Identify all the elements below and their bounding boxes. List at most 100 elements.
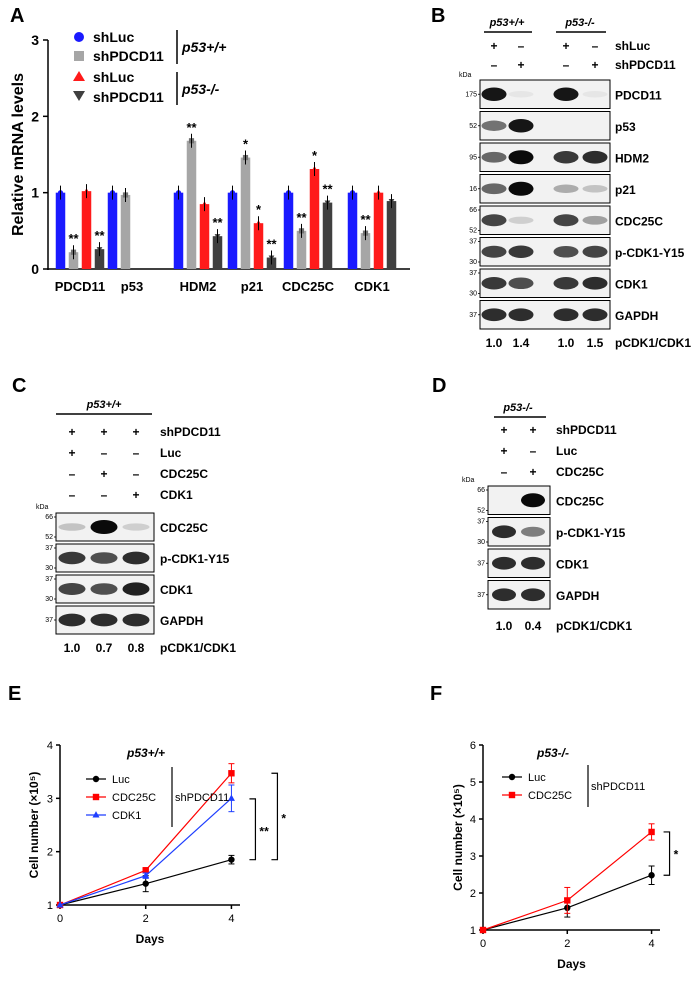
bar [296, 230, 307, 269]
kda-marker: 37 [45, 545, 53, 552]
blot-band [582, 308, 608, 322]
blot-row-label: p-CDK1-Y15 [556, 526, 626, 540]
kda-marker: 37 [45, 576, 53, 583]
blot-row-label: PDCD11 [615, 88, 662, 102]
kda-marker: 37 [477, 592, 485, 599]
data-point [228, 856, 235, 863]
legend-group-p53ko: p53-/- [181, 81, 220, 97]
condition-sign: – [133, 467, 140, 481]
kda-marker: 30 [45, 596, 53, 603]
blot-band [481, 87, 507, 102]
kda-marker: 30 [469, 291, 477, 298]
kda-marker: 37 [477, 560, 485, 567]
bar [186, 140, 197, 269]
significance-mark: * [256, 202, 262, 217]
condition-sign: + [68, 446, 75, 460]
significance-mark: * [281, 811, 286, 825]
blot-band [521, 556, 545, 570]
significance-mark: ** [360, 212, 371, 227]
legend-marker [92, 793, 100, 801]
legend-marker-shluc-p53wt [74, 32, 84, 42]
y-tick-label: 2 [47, 847, 53, 859]
kda-marker: 95 [469, 154, 477, 161]
panel-c-western-blot: p53+/+ + + + shPDCD11 + – – Luc – + – CDC25C – – + CDK1 k… [36, 399, 236, 655]
panel-a-legend: shLuc shPDCD11 shLuc shPDCD11 p53+/+ p53… [73, 29, 226, 105]
blot-band [553, 277, 579, 290]
data-point [142, 880, 149, 887]
blot-band [582, 245, 608, 258]
kda-marker: 30 [477, 539, 485, 546]
condition-sign: – [133, 446, 140, 460]
blot-band [582, 150, 608, 164]
legend-label: Luc [112, 774, 130, 786]
significance-mark: ** [266, 237, 277, 252]
legend-label: CDC25C [112, 792, 156, 804]
condition-sign: – [592, 39, 599, 53]
blot-band [582, 184, 608, 193]
bar [360, 233, 371, 269]
legend-group-label: shPDCD11 [175, 792, 229, 804]
condition-sign: + [529, 423, 536, 437]
kda-label: kDa [459, 72, 472, 79]
y-tick-label: 3 [470, 851, 476, 863]
blot-row-label: p53 [615, 120, 636, 134]
blot-band [553, 214, 579, 227]
bar [309, 169, 320, 269]
condition-label: CDC25C [160, 467, 208, 481]
significance-mark: ** [186, 120, 197, 135]
kda-marker: 52 [469, 123, 477, 130]
significance-bracket [271, 772, 279, 861]
y-tick-label: 1 [31, 185, 39, 201]
legend-group-label: shPDCD11 [591, 781, 645, 793]
condition-sign: + [100, 425, 107, 439]
blot-band [521, 588, 545, 602]
data-point [228, 770, 235, 777]
data-point [142, 871, 150, 879]
data-point [564, 897, 571, 904]
blot-row-label: p-CDK1-Y15 [615, 246, 685, 260]
blot-band [90, 583, 118, 595]
legend-marker-shpdcd11-p53wt [74, 51, 84, 61]
kda-marker: 37 [469, 312, 477, 319]
significance-mark: ** [296, 210, 307, 225]
condition-label: shPDCD11 [160, 425, 221, 439]
y-tick-label: 4 [470, 814, 476, 826]
bar [107, 192, 118, 269]
panel-label-b: B [431, 5, 445, 27]
ratio-label: pCDK1/CDK1 [556, 619, 632, 633]
blot-band [481, 120, 507, 131]
condition-sign: – [101, 488, 108, 502]
ratio-value: 1.0 [486, 336, 503, 350]
blot-band [553, 87, 579, 102]
legend-label: CDK1 [112, 810, 141, 822]
x-tick-label: CDC25C [282, 279, 335, 294]
legend-label: shPDCD11 [93, 48, 164, 64]
condition-sign: – [69, 488, 76, 502]
data-point [142, 867, 149, 874]
panel-d-western-blot: p53-/- + + shPDCD11 + – Luc – + CDC25C kDa CDC25C 66… [462, 402, 632, 633]
bar [94, 249, 105, 269]
blot-band [492, 588, 516, 602]
data-point [56, 901, 64, 908]
legend-marker [508, 791, 516, 799]
kda-marker: 30 [45, 565, 53, 572]
panel-f-line-chart: 1 2 3 4 5 6 0 2 4 Days Cell number (×10⁵) p53-/- Luc… [451, 740, 679, 971]
data-point [227, 794, 235, 801]
legend-marker [92, 811, 100, 818]
blot-band [508, 91, 534, 98]
x-axis-label: Days [557, 957, 586, 971]
significance-mark: ** [259, 824, 269, 838]
blot-band [553, 308, 579, 322]
bar [253, 223, 264, 269]
condition-sign: + [100, 467, 107, 481]
significance-mark: * [674, 848, 679, 862]
panel-label-c: C [12, 375, 26, 397]
legend-label: Luc [528, 772, 546, 784]
blot-band [122, 613, 150, 627]
y-tick-label: 3 [47, 793, 53, 805]
condition-label: shLuc [615, 39, 651, 53]
y-tick-label: 2 [470, 888, 476, 900]
blot-row-label: CDK1 [615, 277, 648, 291]
y-tick-label: 3 [31, 32, 39, 48]
condition-sign: – [530, 444, 537, 458]
